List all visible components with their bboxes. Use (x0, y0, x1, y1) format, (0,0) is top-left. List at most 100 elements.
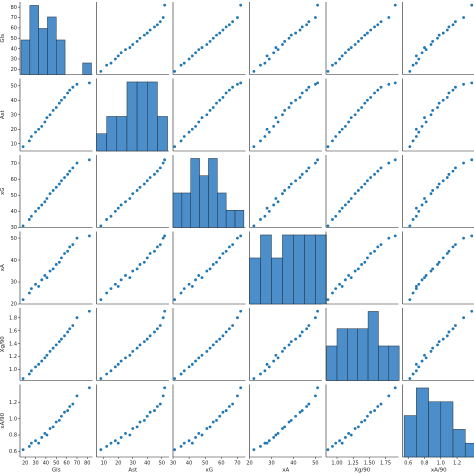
scatter-point (423, 197, 426, 200)
scatter-point (338, 57, 341, 61)
scatter-point (314, 316, 317, 320)
scatter-point (423, 353, 426, 357)
scatter-point (197, 48, 201, 52)
scatter-point (116, 441, 120, 445)
scatter-point (124, 200, 127, 204)
scatter-point (369, 410, 373, 414)
x-tick-label: 60 (63, 461, 69, 467)
scatter-point (236, 316, 239, 320)
scatter-point (408, 298, 412, 302)
scatter-point (224, 25, 228, 29)
scatter-point (34, 130, 37, 134)
y-tick-label: 1.0 (9, 416, 17, 422)
scatter-point (105, 218, 109, 221)
scatter-point (227, 327, 231, 331)
scatter-point (43, 356, 47, 360)
scatter-point (21, 448, 25, 452)
scatter-point (353, 43, 357, 46)
scatter-point (387, 161, 391, 165)
scatter-point (347, 48, 351, 52)
x-tick-label: 0.8 (421, 461, 429, 467)
scatter-point (423, 46, 426, 49)
scatter-point (66, 330, 70, 334)
scatter-point (190, 362, 194, 366)
y-axis-label-xg: xG (0, 187, 6, 195)
scatter-point (161, 16, 165, 19)
scatter-point (43, 431, 47, 435)
scatter-point (307, 402, 311, 406)
histogram-bar-xa-90 (452, 429, 466, 458)
y-tick-label: 1.2 (9, 400, 17, 406)
scatter-point (454, 324, 457, 327)
scatter-point (48, 349, 52, 353)
histogram-bar-ast (136, 81, 148, 152)
scatter-point (113, 209, 117, 213)
scatter-point (420, 51, 424, 55)
scatter-point (187, 57, 191, 61)
scatter-point (63, 334, 66, 338)
scatter-point (454, 243, 457, 247)
scatter-point (87, 309, 91, 313)
scatter-point (135, 39, 139, 43)
scatter-point (75, 236, 79, 240)
scatter-point (87, 234, 91, 238)
histogram-bar-xa (304, 234, 316, 305)
scatter-point (340, 285, 344, 288)
scatter-point (27, 445, 31, 448)
histogram-bar-xa-90 (464, 442, 474, 458)
scatter-point (221, 252, 225, 255)
scatter-point (274, 116, 278, 120)
scatter-point (414, 206, 418, 210)
scatter-point (417, 282, 421, 286)
scatter-point (331, 63, 334, 67)
y-tick-label: 30 (11, 280, 17, 286)
x-tick-label: 50 (53, 461, 59, 467)
histogram-bar-xg (217, 192, 227, 228)
scatter-point (360, 185, 364, 189)
scatter-point (27, 218, 31, 221)
scatter-point (300, 172, 304, 176)
scatter-point (51, 109, 55, 112)
scatter-point (161, 394, 165, 398)
scatter-point (305, 23, 309, 27)
scatter-point (263, 214, 267, 218)
x-tick-label: 1.25 (348, 461, 359, 467)
scatter-point (158, 20, 162, 24)
scatter-point (109, 61, 113, 65)
scatter-point (408, 69, 412, 73)
scatter-point (408, 377, 412, 380)
scatter-point (366, 31, 369, 35)
scatter-point (294, 179, 298, 183)
scatter-point (236, 16, 239, 19)
scatter-point (349, 276, 353, 280)
scatter-point (71, 324, 75, 327)
scatter-point (373, 25, 376, 29)
scatter-point (99, 298, 103, 302)
scatter-point (263, 61, 267, 65)
scatter-point (366, 414, 369, 418)
scatter-point (436, 36, 439, 40)
scatter-point (113, 439, 117, 443)
scatter-point (218, 414, 222, 418)
histogram-bar-gls (56, 39, 66, 75)
scatter-point (363, 260, 367, 264)
histogram-bar-xa-90 (428, 401, 442, 458)
scatter-point (71, 166, 75, 170)
scatter-point (148, 410, 152, 414)
scatter-point (338, 209, 341, 213)
scatter-point (200, 353, 204, 357)
scatter-point (451, 245, 455, 249)
x-tick-label: 1.50 (364, 461, 375, 467)
scatter-point (265, 54, 269, 58)
scatter-point (182, 441, 186, 445)
scatter-point (138, 263, 142, 266)
y-tick-label: 40 (11, 258, 17, 264)
scatter-point (265, 206, 269, 210)
scatter-point (379, 402, 383, 406)
scatter-point (356, 425, 360, 429)
scatter-point (99, 448, 103, 452)
x-tick-label: 40 (43, 461, 49, 467)
scatter-point (276, 356, 280, 360)
histogram-bar-xa (282, 234, 294, 305)
scatter-point (334, 135, 338, 138)
